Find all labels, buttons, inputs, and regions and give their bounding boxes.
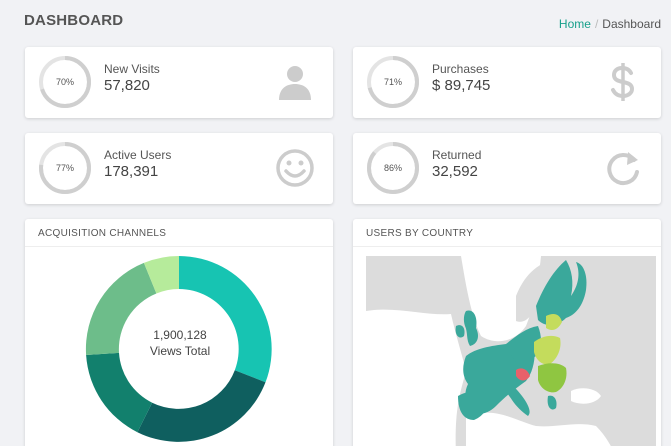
- dollar-icon: [611, 63, 635, 101]
- map-balkans-green: [538, 363, 567, 393]
- smiley-icon: [276, 149, 314, 187]
- stat-label: Active Users: [104, 148, 172, 162]
- map-sea-mediterranean: [466, 412, 611, 446]
- progress-ring: [39, 56, 91, 108]
- refresh-icon: [607, 152, 639, 186]
- map-italy: [504, 383, 530, 416]
- progress-ring: [39, 142, 91, 194]
- donut-segment-2: [137, 370, 266, 442]
- panel-title: ACQUISITION CHANNELS: [25, 219, 333, 247]
- stat-label: New Visits: [104, 62, 160, 76]
- map-greece: [547, 395, 557, 410]
- donut-center-label: 1,900,128 Views Total: [125, 327, 235, 359]
- stat-label: Purchases: [432, 62, 489, 76]
- europe-map[interactable]: [366, 256, 656, 446]
- map-uk: [463, 310, 478, 346]
- map-baltics: [546, 314, 562, 330]
- donut-segment-3: [86, 352, 153, 433]
- progress-percent: 77%: [55, 163, 74, 173]
- map-eastern-lime: [534, 335, 561, 365]
- stat-value: 57,820: [104, 77, 150, 94]
- progress-percent: 86%: [383, 163, 402, 173]
- stat-card-active-users: 77% Active Users 178,391: [25, 133, 333, 204]
- stat-value: $ 89,745: [432, 77, 491, 94]
- progress-percent: 70%: [55, 77, 74, 87]
- stat-card-purchases: 71% Purchases $ 89,745: [353, 47, 661, 118]
- map-central-europe: [506, 326, 541, 363]
- stat-card-returned: 86% Returned 32,592: [353, 133, 661, 204]
- users-by-country-panel: USERS BY COUNTRY: [353, 219, 661, 446]
- breadcrumb: Home / Dashboard: [559, 17, 661, 31]
- donut-segment-5: [143, 256, 179, 294]
- donut-segment-1: [179, 256, 272, 383]
- map-iberia: [458, 391, 490, 420]
- panel-title: USERS BY COUNTRY: [353, 219, 661, 247]
- progress-ring: [367, 142, 419, 194]
- progress-ring: [367, 56, 419, 108]
- map-sea-atlantic: [366, 309, 466, 446]
- stat-value: 178,391: [104, 163, 159, 180]
- breadcrumb-home-link[interactable]: Home: [558, 17, 591, 31]
- stat-label: Returned: [432, 148, 482, 162]
- stat-card-new-visits: 70% New Visits 57,820: [25, 47, 333, 118]
- acquisition-channels-panel: ACQUISITION CHANNELS 1,900,128 Views Tot…: [25, 219, 333, 446]
- donut-total-value: 1,900,128: [153, 328, 207, 342]
- user-icon: [279, 66, 311, 100]
- map-sweden-finland: [536, 260, 587, 326]
- progress-percent: 71%: [383, 77, 402, 87]
- donut-segment-4: [85, 262, 157, 355]
- map-sea-black: [571, 388, 601, 404]
- stat-value: 32,592: [432, 163, 478, 180]
- breadcrumb-separator: /: [594, 17, 599, 31]
- acquisition-donut-chart: [85, 256, 272, 442]
- map-iceland: [378, 263, 404, 277]
- donut-total-label: Views Total: [149, 344, 211, 358]
- breadcrumb-current: Dashboard: [602, 17, 661, 31]
- page-title: DASHBOARD: [24, 12, 124, 29]
- map-croatia: [516, 368, 530, 381]
- map-ireland: [455, 325, 465, 338]
